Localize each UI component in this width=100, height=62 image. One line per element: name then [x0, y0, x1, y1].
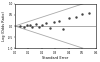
X-axis label: Standard Error: Standard Error: [42, 56, 68, 60]
Point: [49, 27, 51, 28]
Point: [63, 29, 64, 30]
Point: [32, 26, 33, 27]
Point: [82, 13, 83, 14]
Point: [68, 18, 70, 19]
Point: [53, 21, 55, 22]
Point: [19, 25, 21, 26]
Point: [38, 27, 40, 28]
Point: [45, 23, 47, 24]
Y-axis label: Log (Odds Ratio): Log (Odds Ratio): [2, 11, 6, 41]
Point: [41, 24, 43, 25]
Point: [26, 24, 28, 25]
Point: [58, 21, 60, 22]
Point: [29, 25, 30, 26]
Point: [36, 24, 37, 25]
Point: [88, 12, 90, 13]
Point: [75, 16, 76, 17]
Point: [24, 26, 25, 27]
